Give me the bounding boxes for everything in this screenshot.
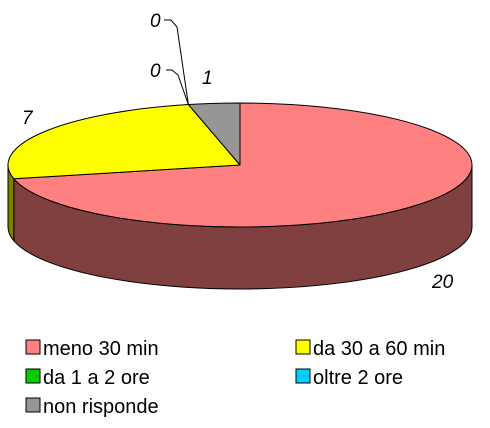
leader-lines	[164, 19, 189, 105]
data-label-da-1-a-2-ore: 0	[150, 11, 161, 32]
legend-swatch	[25, 339, 41, 355]
pie-slice-da-30-a-60-min	[7, 104, 241, 180]
data-labels: 20 7 0 0 1	[22, 11, 454, 293]
legend-item-da-1-a-2-ore: da 1 a 2 ore	[25, 367, 150, 389]
pie-slice-meno-30-min	[13, 102, 473, 228]
legend-swatch	[25, 397, 41, 413]
legend-item-meno-30-min: meno 30 min	[25, 338, 159, 360]
data-label-oltre-2-ore: 0	[150, 61, 161, 82]
legend-label: da 1 a 2 ore	[43, 367, 150, 389]
data-label-non-risponde: 1	[202, 68, 213, 89]
leader-line-oltre-2-ore	[166, 69, 189, 105]
pie-slice-non-risponde	[187, 102, 241, 166]
legend-label: oltre 2 ore	[313, 367, 403, 389]
legend-label: non risponde	[43, 396, 159, 418]
leader-line-da-1-a-2-ore	[164, 19, 189, 105]
legend-swatch	[295, 368, 311, 384]
legend-item-da-30-a-60-min: da 30 a 60 min	[295, 338, 445, 360]
legend-label: da 30 a 60 min	[313, 338, 445, 360]
legend: meno 30 min da 30 a 60 min da 1 a 2 ore olt…	[25, 338, 445, 418]
legend-swatch	[295, 339, 311, 355]
data-label-da-30-a-60-min: 7	[22, 108, 34, 129]
legend-swatch	[25, 368, 41, 384]
legend-item-oltre-2-ore: oltre 2 ore	[295, 367, 403, 389]
data-label-meno-30-min: 20	[431, 272, 454, 293]
legend-label: meno 30 min	[43, 338, 159, 360]
legend-item-non-risponde: non risponde	[25, 396, 159, 418]
pie-slices	[7, 102, 473, 228]
